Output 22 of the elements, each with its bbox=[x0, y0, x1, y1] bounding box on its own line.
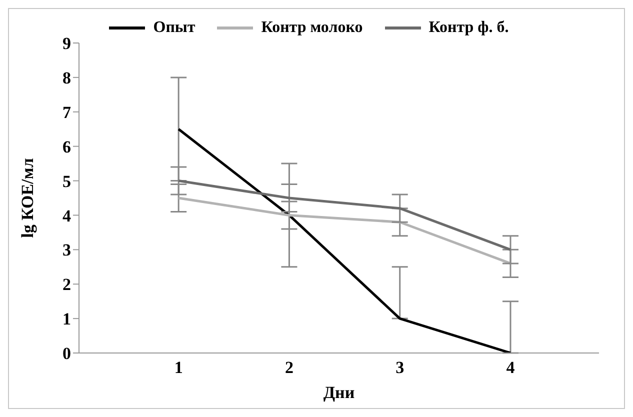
y-tick-label: 1 bbox=[62, 310, 71, 329]
line-series bbox=[177, 180, 512, 251]
y-tick-label: 7 bbox=[62, 102, 72, 122]
x-tick-label: 4 bbox=[506, 358, 516, 378]
y-tick-label: 6 bbox=[62, 137, 71, 156]
y-tick-label: 0 bbox=[62, 344, 71, 364]
line-series bbox=[177, 128, 512, 353]
legend-label: Контр молоко bbox=[261, 19, 363, 37]
legend-label: Опыт bbox=[153, 19, 196, 37]
x-tick-label: 1 bbox=[174, 358, 183, 378]
line-series bbox=[177, 196, 512, 265]
x-tick-label: 2 bbox=[284, 358, 294, 378]
y-tick-label: 2 bbox=[62, 275, 71, 294]
x-axis-title: Дни bbox=[323, 383, 355, 402]
y-tick-label: 4 bbox=[62, 206, 72, 226]
legend-label: Контр ф. б. bbox=[428, 19, 509, 37]
y-tick-label: 8 bbox=[62, 68, 71, 88]
y-axis-title: lg КОЕ/мл bbox=[18, 158, 38, 238]
y-tick-label: 5 bbox=[62, 172, 71, 191]
y-tick-label: 9 bbox=[62, 34, 71, 54]
y-tick-label: 3 bbox=[62, 240, 71, 260]
x-tick-label: 3 bbox=[396, 358, 404, 378]
